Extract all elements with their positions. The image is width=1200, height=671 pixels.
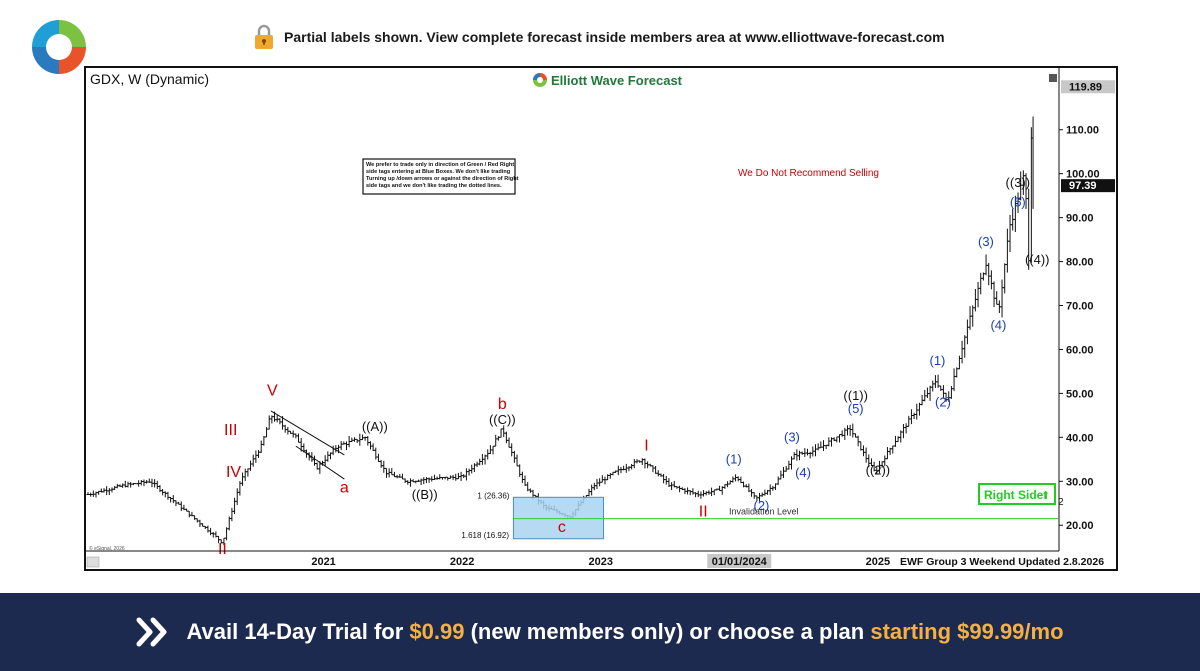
status-footer: EWF Group 3 Weekend Updated 2.8.2026 [900,556,1104,568]
wave-label: ((B)) [412,487,438,502]
rule-line-4: side tags and we don't like trading the … [366,183,502,189]
blue-box[interactable] [512,496,604,540]
wave-label: IV [226,464,241,481]
wave-label: b [498,396,507,413]
update-note: EWF Group 3 Weekend Updated 2.8.2026 [900,556,1104,568]
promo-part1: Avail 14-Day Trial for [186,619,410,644]
wave-label: ((1)) [843,388,868,403]
wave-label: (5) [848,401,864,416]
wave-label: (2) [754,498,770,513]
wave-label: V [267,383,278,400]
top-banner: Partial labels shown. View complete fore… [0,0,1200,74]
x-tick-label: 01/01/2024 [712,556,768,568]
y-tick-label: 80.00 [1066,257,1094,269]
promo-part2: (new members only) or choose a plan [464,619,871,644]
x-tick-highlight [707,554,772,568]
y-tick-label: 70.00 [1066,301,1094,313]
edge-digit: 2 [1058,497,1064,508]
price-chart[interactable]: IIIIIIVVa((A))((B))b((C))cIII(1)(2)(3)(4… [86,68,1116,569]
invalidation-label: Invalidation Level [729,507,799,517]
elliott-wave-logo-icon[interactable] [30,18,88,76]
wedge-upper-line [270,410,345,456]
lock-icon [255,24,273,49]
blue-box-low-label: 1.618 (16.92) [461,531,509,540]
wedge-lower-line [295,445,345,480]
y-tick-label: 90.00 [1066,213,1094,225]
up-arrow-icon: ⬆ [1041,490,1050,502]
price-tag [1061,80,1115,94]
y-tick-label: 100.00 [1066,169,1100,181]
double-chevron-icon [136,617,167,647]
y-tick-label: 30.00 [1066,476,1094,488]
wave-label: II [699,503,708,520]
wave-label: ((2)) [866,463,891,478]
blue-box-high-label: 1 (26.36) [477,491,509,500]
x-tick-label: 2021 [311,556,335,568]
wave-label: (4) [795,465,811,480]
chart-corner-icon[interactable] [86,556,100,568]
symbol-title: GDX, W (Dynamic) [90,71,209,87]
wave-label: II [218,541,227,558]
copyright-text: © eSignal, 2026 [89,545,125,552]
promo-text: Avail 14-Day Trial for $0.99 (new member… [186,619,1063,645]
wave-label: ((A)) [362,419,388,434]
wave-label: (2) [935,395,951,410]
wave-label: c [558,519,566,536]
wave-label: III [224,422,237,439]
brand-header: Elliott Wave Forecast [533,73,683,88]
wave-label: a [340,479,349,496]
y-tick-label: 60.00 [1066,344,1094,356]
price-tag-label: 119.89 [1069,81,1102,93]
wave-labels: IIIIIIVVa((A))((B))b((C))cIII(1)(2)(3)(4… [218,175,1050,558]
notice-text: Partial labels shown. View complete fore… [284,29,945,45]
blue-box-area [512,496,1058,540]
x-tick-label: 2022 [450,556,474,568]
y-tick-label: 40.00 [1066,432,1094,444]
x-tick-label: 2025 [866,556,890,568]
price-tag [1061,179,1115,193]
y-tick-label: 20.00 [1066,520,1094,532]
wave-label: (5) [1010,195,1026,210]
wave-label: ((C)) [489,412,516,427]
wave-label: I [644,438,648,455]
promo-plan: starting $99.99/mo [870,619,1064,644]
rule-box-lines: side tags entering at Blue Boxes. We don… [366,169,519,189]
wave-label: (4) [990,318,1006,333]
price-tag-label: 97.39 [1069,180,1097,192]
promo-price: $0.99 [409,619,465,644]
y-tick-label: 50.00 [1066,388,1094,400]
rule-line-1: We prefer to trade only in direction of … [366,162,514,168]
promo-footer[interactable]: Avail 14-Day Trial for $0.99 (new member… [0,593,1200,671]
menu-icon[interactable] [1049,74,1057,82]
wedge-lines [270,410,345,480]
rule-line-2: side tags entering at Blue Boxes. We don… [366,169,511,175]
brand-name: Elliott Wave Forecast [551,73,683,88]
rule-box: We prefer to trade only in direction of … [362,158,516,195]
wave-label: ((3)) [1006,175,1031,190]
wave-label: (1) [726,452,742,467]
right-side-tag[interactable]: Right Side ⬆ [978,483,1056,505]
rule-line-3: Turning up /down arrows or against the d… [366,176,519,182]
partial-labels-notice: Partial labels shown. View complete fore… [254,22,945,52]
axes: 20.00 30.00 40.00 50.00 60.00 70.00 80.00 90.00… [86,68,1116,569]
wave-label: ((4)) [1025,252,1050,267]
y-axis-panel [1059,68,1116,569]
wave-label: (1) [929,353,945,368]
x-tick-label: 2023 [588,556,612,568]
y-tick-label: 110.00 [1066,125,1099,137]
right-side-label: Right Side [984,488,1044,502]
wave-label: (3) [784,430,800,445]
wave-label: (3) [978,234,994,249]
warning-text: We Do Not Recommend Selling [738,168,879,179]
